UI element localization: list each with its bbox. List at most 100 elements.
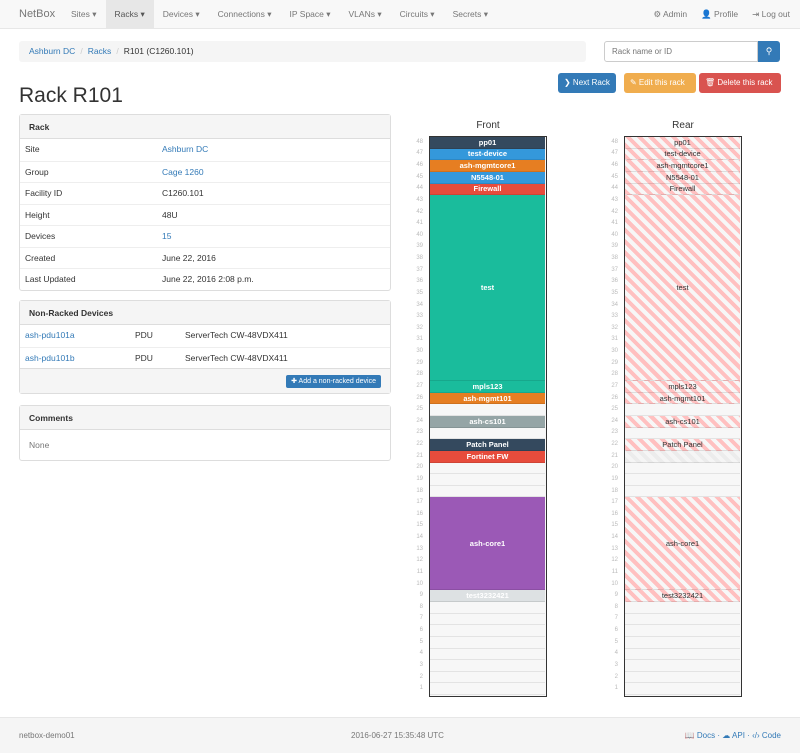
nav-secrets[interactable]: Secrets ▾ xyxy=(452,9,489,19)
rack-unit[interactable] xyxy=(625,625,740,637)
rack-unit[interactable] xyxy=(625,614,740,626)
rack-device-front[interactable]: test-device xyxy=(430,148,545,161)
brand-logo[interactable]: NetBox xyxy=(19,8,56,20)
row-value[interactable]: Ashburn DC xyxy=(162,144,209,154)
unit-number: 2 xyxy=(614,673,618,680)
rack-device-front[interactable]: Firewall xyxy=(430,183,545,196)
unit-number: 34 xyxy=(416,301,423,308)
rack-unit[interactable] xyxy=(430,649,545,661)
rack-device-front[interactable]: Fortinet FW xyxy=(430,450,545,463)
unit-number: 45 xyxy=(416,173,423,180)
rack-unit[interactable] xyxy=(430,660,545,672)
unit-number: 42 xyxy=(416,208,423,215)
rack-device-front[interactable]: Patch Panel xyxy=(430,439,545,451)
delete-rack-button[interactable]: 🗑 Delete this rack xyxy=(699,73,781,93)
unit-number: 35 xyxy=(611,289,618,296)
rack-device-rear[interactable]: Firewall xyxy=(625,183,740,196)
rack-unit[interactable] xyxy=(430,463,545,475)
docs-link[interactable]: 📖 Docs xyxy=(684,731,716,740)
rack-device-front[interactable]: test xyxy=(430,195,545,382)
rack-unit[interactable] xyxy=(625,637,740,649)
rack-unit[interactable] xyxy=(625,463,740,475)
rack-unit[interactable] xyxy=(430,404,545,416)
rack-unit[interactable] xyxy=(625,683,740,695)
rack-device-rear[interactable]: N5548-01 xyxy=(625,171,740,184)
nav-sites[interactable]: Sites ▾ xyxy=(71,9,97,19)
rack-device-front[interactable]: ash-mgmt101 xyxy=(430,392,545,405)
unit-number: 28 xyxy=(611,371,618,378)
unit-number: 20 xyxy=(416,464,423,471)
rack-unit[interactable] xyxy=(625,660,740,672)
rack-device-rear[interactable] xyxy=(625,450,740,463)
rack-unit[interactable] xyxy=(625,474,740,486)
profile-link[interactable]: 👤 Profile xyxy=(701,9,739,19)
rack-unit[interactable] xyxy=(430,637,545,649)
rack-device-front[interactable]: ash-mgmtcore1 xyxy=(430,160,545,172)
rack-unit[interactable] xyxy=(625,404,740,416)
nav-racks[interactable]: Racks ▾ xyxy=(105,0,154,28)
row-value[interactable]: Cage 1260 xyxy=(162,166,204,177)
unit-number: 25 xyxy=(416,406,423,413)
nav-vlans[interactable]: VLANs ▾ xyxy=(348,9,382,19)
rack-device-rear[interactable]: pp01 xyxy=(625,137,740,149)
rack-unit[interactable] xyxy=(430,625,545,637)
rack-device-rear[interactable]: ash-cs101 xyxy=(625,416,740,428)
unit-number: 43 xyxy=(416,196,423,203)
nav-ip[interactable]: IP Space ▾ xyxy=(289,9,331,19)
unit-number: 22 xyxy=(611,441,618,448)
api-link[interactable]: ☁ API xyxy=(722,731,745,740)
rack-device-rear[interactable]: ash-mgmt101 xyxy=(625,392,740,405)
device-label: test xyxy=(676,283,689,293)
unit-number: 34 xyxy=(611,301,618,308)
rack-unit[interactable] xyxy=(625,486,740,498)
device-link[interactable]: ash-pdu101a xyxy=(25,330,75,340)
search-button[interactable]: ⚲ xyxy=(758,41,780,62)
rack-device-front[interactable]: ash-cs101 xyxy=(430,416,545,428)
admin-link[interactable]: ⚙ Admin xyxy=(653,9,688,19)
row-label: Created xyxy=(25,252,56,263)
rack-device-front[interactable]: N5548-01 xyxy=(430,171,545,184)
next-rack-button[interactable]: ❯ Next Rack xyxy=(558,73,616,93)
rack-device-front[interactable]: test3232421 xyxy=(430,590,545,602)
breadcrumb-site[interactable]: Ashburn DC xyxy=(29,46,76,56)
rack-device-front[interactable]: pp01 xyxy=(430,137,545,149)
row-label: Group xyxy=(25,166,49,177)
rack-unit[interactable] xyxy=(625,672,740,684)
unit-number: 40 xyxy=(416,231,423,238)
rack-search-input[interactable] xyxy=(604,41,758,62)
nav-connections[interactable]: Connections ▾ xyxy=(217,9,272,19)
rack-device-rear[interactable]: ash-mgmtcore1 xyxy=(625,160,740,172)
unit-number: 14 xyxy=(611,534,618,541)
nav-devices[interactable]: Devices ▾ xyxy=(162,9,200,19)
add-non-racked-device-button[interactable]: ✚ Add a non-racked device xyxy=(286,375,381,388)
rack-device-front[interactable]: mpls123 xyxy=(430,381,545,393)
nav-circuits[interactable]: Circuits ▾ xyxy=(399,9,435,19)
row-value[interactable]: 15 xyxy=(162,231,172,241)
unit-number: 40 xyxy=(611,231,618,238)
rack-device-rear[interactable]: ash-core1 xyxy=(625,497,740,591)
front-label: Front xyxy=(476,120,500,131)
rack-unit[interactable] xyxy=(430,474,545,486)
rack-device-rear[interactable]: test-device xyxy=(625,148,740,161)
rack-device-rear[interactable]: test3232421 xyxy=(625,590,740,602)
rack-unit[interactable] xyxy=(430,602,545,614)
rack-device-front[interactable]: ash-core1 xyxy=(430,497,545,591)
rack-unit[interactable] xyxy=(625,649,740,661)
breadcrumb-racks[interactable]: Racks xyxy=(87,46,112,56)
rack-unit[interactable] xyxy=(430,614,545,626)
rack-unit[interactable] xyxy=(625,602,740,614)
rack-device-rear[interactable]: Patch Panel xyxy=(625,439,740,451)
rack-unit[interactable] xyxy=(625,428,740,440)
rack-unit[interactable] xyxy=(430,683,545,695)
device-link[interactable]: ash-pdu101b xyxy=(25,352,75,363)
edit-rack-button[interactable]: ✎ Edit this rack xyxy=(624,73,696,93)
unit-number: 10 xyxy=(611,580,618,587)
logout-link[interactable]: ⇥ Log out xyxy=(752,9,790,19)
rack-unit[interactable] xyxy=(430,486,545,498)
rack-unit[interactable] xyxy=(430,672,545,684)
rack-device-rear[interactable]: test xyxy=(625,195,740,382)
rack-unit[interactable] xyxy=(430,428,545,440)
unit-number: 9 xyxy=(419,592,423,599)
rack-device-rear[interactable]: mpls123 xyxy=(625,381,740,393)
code-link[interactable]: ‹/› Code xyxy=(752,731,781,740)
